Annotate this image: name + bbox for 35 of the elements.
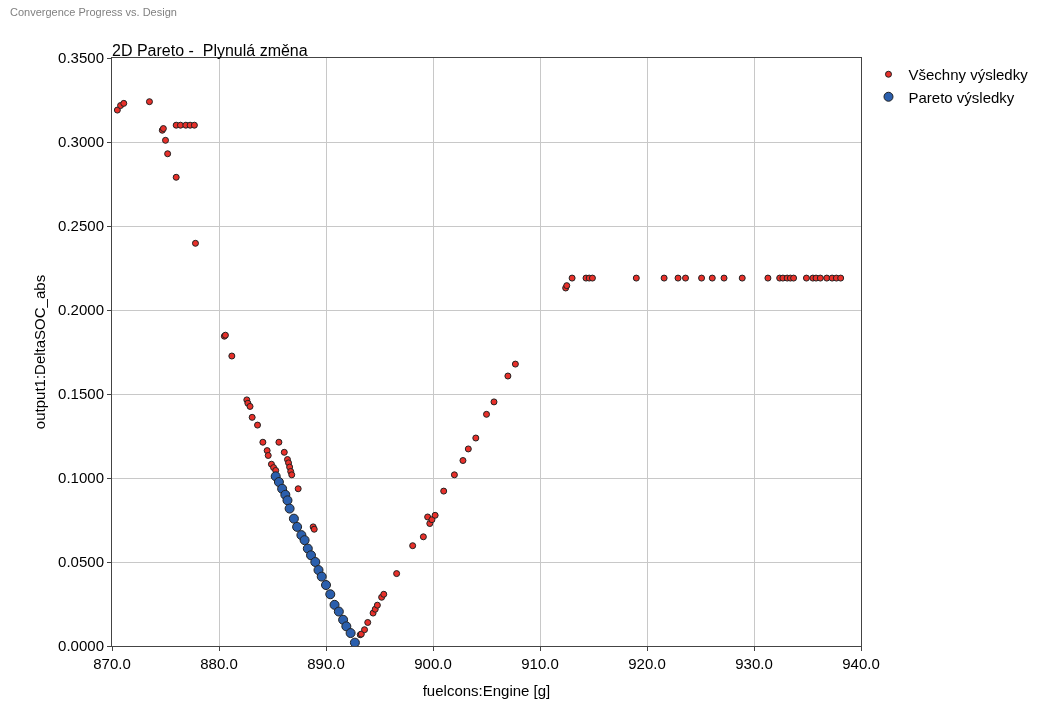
y-tick-label: 0.3500 (58, 49, 104, 67)
y-tick-label: 0.0000 (58, 637, 104, 655)
point (299, 535, 310, 546)
point (292, 521, 303, 532)
y-tick-label: 0.2500 (58, 217, 104, 235)
y-axis-title: output1:DeltaSOC_abs (31, 274, 49, 430)
x-tick-label: 870.0 (93, 655, 131, 672)
point (284, 503, 295, 514)
y-tick-label: 0.2000 (58, 301, 104, 319)
point (329, 599, 340, 610)
point (282, 495, 293, 506)
chart-title: 2D Pareto - Plynulá změna (112, 42, 308, 59)
x-tick-label: 900.0 (414, 655, 452, 672)
point (349, 637, 360, 646)
x-tick-label: 910.0 (521, 655, 559, 672)
x-tick-label: 890.0 (307, 655, 345, 672)
x-tick-label: 940.0 (842, 655, 880, 672)
x-axis-title: fuelcons:Engine [g] (422, 682, 551, 699)
y-tick-label: 0.1500 (58, 385, 104, 403)
point (316, 571, 327, 582)
x-tick-label: 880.0 (200, 655, 238, 672)
point (333, 606, 344, 617)
point (345, 628, 356, 639)
point (288, 513, 299, 524)
point (325, 589, 336, 600)
x-tick-label: 920.0 (628, 655, 666, 672)
x-tick-label: 930.0 (735, 655, 773, 672)
y-tick-label: 0.0500 (58, 553, 104, 571)
legend-label: Všechny výsledky (908, 66, 1029, 84)
point (321, 580, 331, 591)
y-tick-label: 0.3000 (58, 133, 104, 151)
legend-label: Pareto výsledky (908, 88, 1015, 106)
y-tick-label: 0.1000 (58, 469, 104, 487)
chart-subtitle: Convergence Progress vs. Design (10, 6, 177, 18)
point (310, 557, 321, 567)
